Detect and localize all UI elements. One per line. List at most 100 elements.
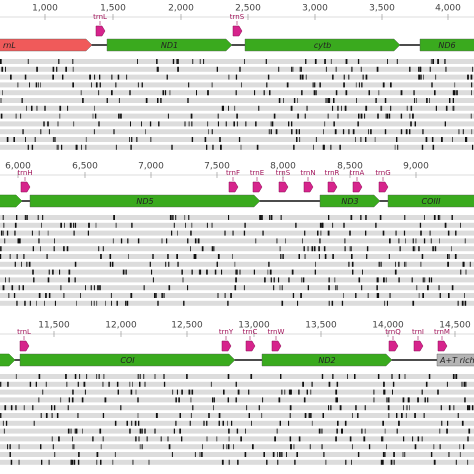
variant-tick xyxy=(108,381,110,387)
variant-tick xyxy=(300,66,302,72)
variant-tick xyxy=(69,222,71,228)
variant-tick xyxy=(73,230,75,236)
variant-tick xyxy=(187,285,189,291)
variant-tick xyxy=(139,428,142,434)
variant-tick xyxy=(427,397,429,403)
trna-label: trnL xyxy=(93,13,107,21)
variant-tick xyxy=(376,285,378,291)
variant-tick xyxy=(0,254,2,259)
variant-tick xyxy=(308,413,310,418)
variant-tick xyxy=(389,293,391,298)
variant-tick xyxy=(211,82,213,88)
variant-tick xyxy=(23,405,25,411)
variant-tick xyxy=(22,129,24,135)
variant-tick xyxy=(398,277,400,283)
variant-tick xyxy=(341,300,344,306)
variant-tick xyxy=(376,66,379,72)
variant-tick xyxy=(444,59,446,64)
variant-tick xyxy=(193,254,196,259)
variant-tick xyxy=(472,144,474,150)
variant-tick xyxy=(0,381,2,387)
variant-tick xyxy=(305,59,307,64)
variant-tick xyxy=(213,397,215,403)
variant-tick xyxy=(345,90,348,96)
variant-tick xyxy=(60,222,62,228)
variant-tick xyxy=(472,66,474,72)
variant-tick xyxy=(212,397,213,403)
variant-tick xyxy=(299,66,301,72)
variant-tick xyxy=(59,105,62,111)
variant-tick xyxy=(29,381,32,387)
variant-tick xyxy=(217,121,219,127)
variant-tick xyxy=(129,428,131,434)
variant-tick xyxy=(112,459,114,465)
variant-tick xyxy=(115,82,117,88)
variant-tick xyxy=(364,405,366,411)
variant-tick xyxy=(377,374,380,379)
variant-tick xyxy=(412,238,414,244)
variant-tick xyxy=(439,428,441,434)
variant-tick xyxy=(38,293,41,298)
variant-tick xyxy=(445,66,447,72)
gene-arrow xyxy=(261,353,393,367)
variant-tick xyxy=(263,90,265,96)
variant-tick xyxy=(361,285,363,291)
variant-tick xyxy=(184,215,186,220)
variant-tick xyxy=(404,261,405,267)
gene-arrow xyxy=(0,38,93,52)
variant-tick xyxy=(392,389,393,395)
variant-tick xyxy=(5,66,6,72)
variant-tick xyxy=(64,222,65,228)
variant-tick xyxy=(206,420,208,426)
gene-label: COI xyxy=(120,356,135,365)
alignment-row xyxy=(0,98,474,103)
variant-tick xyxy=(358,82,360,88)
variant-tick xyxy=(400,113,403,119)
variant-tick xyxy=(376,293,378,298)
variant-tick xyxy=(65,374,67,379)
variant-tick xyxy=(418,293,420,298)
variant-tick xyxy=(336,428,338,434)
variant-tick xyxy=(264,277,266,283)
variant-tick xyxy=(461,381,463,387)
gene-arrow xyxy=(29,194,261,208)
variant-tick xyxy=(424,215,425,220)
variant-tick xyxy=(157,66,159,72)
variant-tick xyxy=(365,105,368,111)
variant-tick xyxy=(291,269,294,275)
variant-tick xyxy=(53,246,55,252)
variant-tick xyxy=(16,215,18,220)
variant-tick xyxy=(34,137,36,142)
variant-tick xyxy=(352,444,353,450)
variant-tick xyxy=(206,436,208,442)
variant-tick xyxy=(203,59,205,64)
trna-marker xyxy=(413,340,424,352)
variant-tick xyxy=(58,436,60,442)
variant-tick xyxy=(381,105,383,111)
variant-tick xyxy=(333,98,335,103)
variant-tick xyxy=(394,144,396,150)
variant-tick xyxy=(279,420,281,426)
variant-tick xyxy=(56,413,59,418)
variant-tick xyxy=(304,230,306,236)
variant-tick xyxy=(452,98,454,103)
trna-marker xyxy=(221,340,232,352)
variant-tick xyxy=(398,420,400,426)
variant-tick xyxy=(177,59,179,64)
variant-tick xyxy=(335,389,338,395)
variant-tick xyxy=(471,405,474,411)
variant-tick xyxy=(207,90,209,96)
variant-tick xyxy=(386,300,388,306)
variant-tick xyxy=(285,238,286,244)
variant-tick xyxy=(236,121,238,127)
variant-tick xyxy=(211,222,213,228)
variant-tick xyxy=(80,293,81,298)
ruler-label: 1,500 xyxy=(100,4,126,14)
variant-tick xyxy=(421,389,423,395)
variant-tick xyxy=(276,238,278,244)
variant-tick xyxy=(465,381,467,387)
variant-tick xyxy=(420,74,422,80)
variant-tick xyxy=(469,261,471,267)
variant-tick xyxy=(42,215,44,220)
variant-tick xyxy=(8,277,10,283)
